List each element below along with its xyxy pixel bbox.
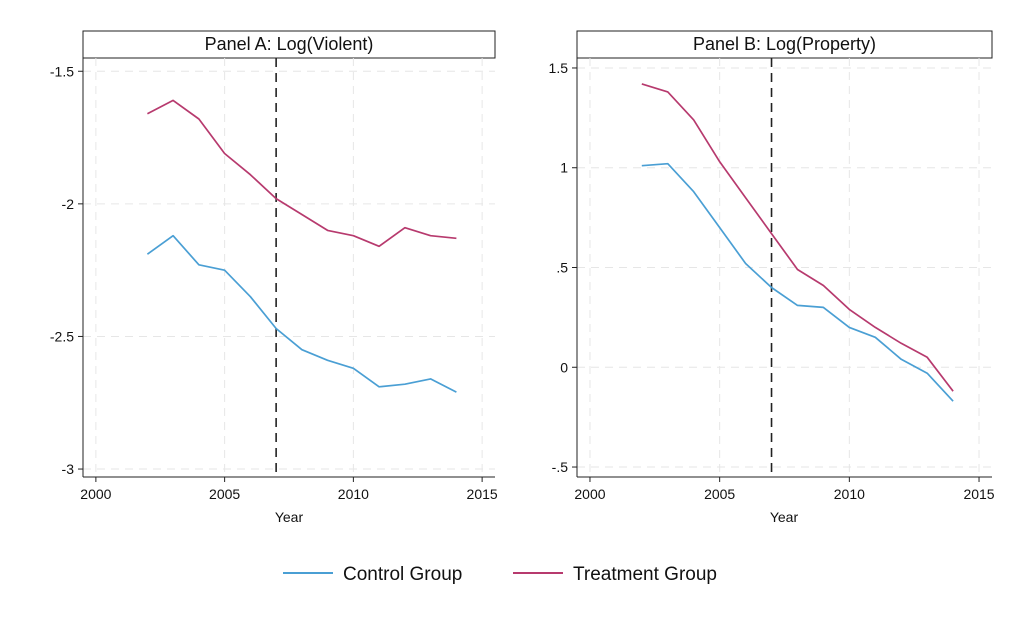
- panel-title-box: [576, 30, 993, 59]
- legend-label-treatment: Treatment Group: [573, 564, 717, 585]
- series-line-control-group: [641, 162, 954, 402]
- x-tick-label: 2015: [467, 486, 498, 502]
- panel-b: Panel B: Log(Property) -.5 0 .5 1 1.5 2000 2005…: [549, 30, 995, 525]
- legend-label-control: Control Group: [343, 564, 462, 585]
- x-tick-label: 2005: [209, 486, 240, 502]
- x-axis-title: Year: [770, 509, 799, 525]
- y-tick-label: -2: [62, 196, 75, 212]
- x-tick-label: 2000: [574, 486, 605, 502]
- series-line-treatment-group: [147, 99, 457, 248]
- y-tick-label: -1.5: [50, 63, 74, 79]
- legend: Control Group Treatment Group: [283, 564, 717, 585]
- y-tick-label: 1.5: [549, 60, 569, 76]
- y-tick-label: -.5: [552, 459, 569, 475]
- panel-a: Panel A: Log(Violent) -3 -2.5 -2 -1.5 2000 200…: [50, 30, 498, 525]
- x-tick-label: 2015: [963, 486, 994, 502]
- y-tick-label: -2.5: [50, 328, 74, 344]
- panel-title: Panel B: Log(Property): [693, 34, 876, 54]
- series-line-control-group: [146, 234, 457, 393]
- panel-title: Panel A: Log(Violent): [205, 34, 374, 54]
- y-tick-label: 1: [560, 160, 568, 176]
- series-line-treatment-group: [641, 83, 954, 392]
- x-tick-label: 2010: [338, 486, 369, 502]
- x-tick-label: 2010: [834, 486, 865, 502]
- x-axis-title: Year: [275, 509, 304, 525]
- x-tick-label: 2000: [80, 486, 111, 502]
- x-tick-label: 2005: [704, 486, 735, 502]
- y-tick-label: -3: [62, 461, 75, 477]
- y-tick-label: 0: [560, 359, 568, 375]
- panel-title-box: [82, 30, 496, 59]
- y-tick-label: .5: [556, 260, 568, 276]
